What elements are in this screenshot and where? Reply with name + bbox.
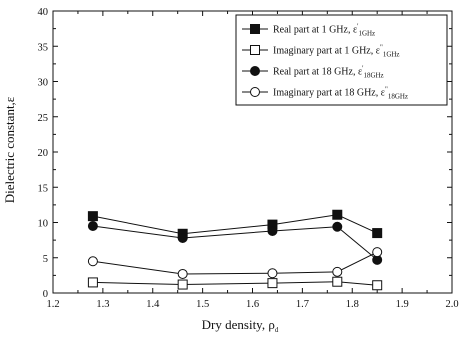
data-point	[332, 221, 343, 232]
legend-box	[235, 14, 448, 106]
y-tick-label: 5	[43, 254, 48, 265]
y-tick-label: 20	[38, 148, 49, 159]
x-tick-label: 1.8	[346, 299, 359, 310]
data-point	[87, 211, 98, 222]
legend: Real part at 1 GHz, ε'1GHz Imaginary part…	[235, 14, 448, 106]
series-4	[87, 247, 383, 279]
legend-label: Real part at 18 GHz, ε'18GHz	[273, 65, 384, 80]
data-point	[87, 277, 98, 288]
legend-label: Imaginary part at 1 GHz, ε"1GHz	[273, 44, 400, 59]
axes-layer: 1.2 1.3 1.4 1.5 1.6 1.7 1.8 1.9 2.0 0 5 10 15 20 25 30 3…	[38, 7, 459, 310]
y-tick-label: 35	[38, 42, 49, 53]
series-line	[92, 225, 378, 261]
x-tick-label: 1.7	[296, 299, 309, 310]
y-tick-label: 10	[38, 219, 49, 230]
y-tick-label: 15	[38, 183, 49, 194]
data-point	[332, 276, 343, 287]
data-point	[87, 256, 98, 267]
legend-item: Imaginary part at 1 GHz, ε"1GHz	[242, 44, 400, 59]
x-tick-label: 1.3	[96, 299, 109, 310]
legend-marker	[250, 24, 260, 34]
data-point	[177, 233, 188, 244]
data-point	[267, 225, 278, 236]
data-point	[372, 228, 383, 239]
x-tick-label: 1.6	[246, 299, 259, 310]
y-tick-label: 40	[38, 7, 49, 18]
legend-marker	[250, 45, 260, 55]
data-point	[332, 209, 343, 220]
series-3	[87, 221, 383, 265]
legend-item: Real part at 18 GHz, ε'18GHz	[242, 65, 384, 80]
legend-marker	[250, 66, 260, 76]
series-layer	[87, 209, 383, 291]
legend-marker	[250, 87, 260, 97]
x-axis-title: Dry density, ρd	[202, 317, 279, 334]
x-tick-label: 1.4	[146, 299, 160, 310]
legend-item: Real part at 1 GHz, ε'1GHz	[242, 23, 375, 38]
x-tick-label: 1.5	[196, 299, 209, 310]
y-tick-label: 25	[38, 113, 49, 124]
x-tick-label: 2.0	[445, 299, 458, 310]
y-tick-label: 0	[43, 289, 48, 300]
data-point	[372, 280, 383, 291]
x-tick-label: 1.2	[46, 299, 59, 310]
data-point	[87, 221, 98, 232]
series-2	[87, 276, 383, 291]
y-axis-title: Dielectric constant,ε	[2, 96, 17, 203]
y-tick-label: 30	[38, 78, 49, 89]
data-point	[177, 268, 188, 279]
data-point	[332, 266, 343, 277]
x-tick-label: 1.9	[396, 299, 409, 310]
data-point	[177, 279, 188, 290]
legend-item: Imaginary part at 18 GHz, ε"18GHz	[242, 86, 408, 101]
data-point	[267, 268, 278, 279]
data-point	[267, 278, 278, 289]
data-point	[372, 247, 383, 258]
legend-label: Imaginary part at 18 GHz, ε"18GHz	[273, 86, 408, 101]
legend-label: Real part at 1 GHz, ε'1GHz	[273, 23, 375, 38]
